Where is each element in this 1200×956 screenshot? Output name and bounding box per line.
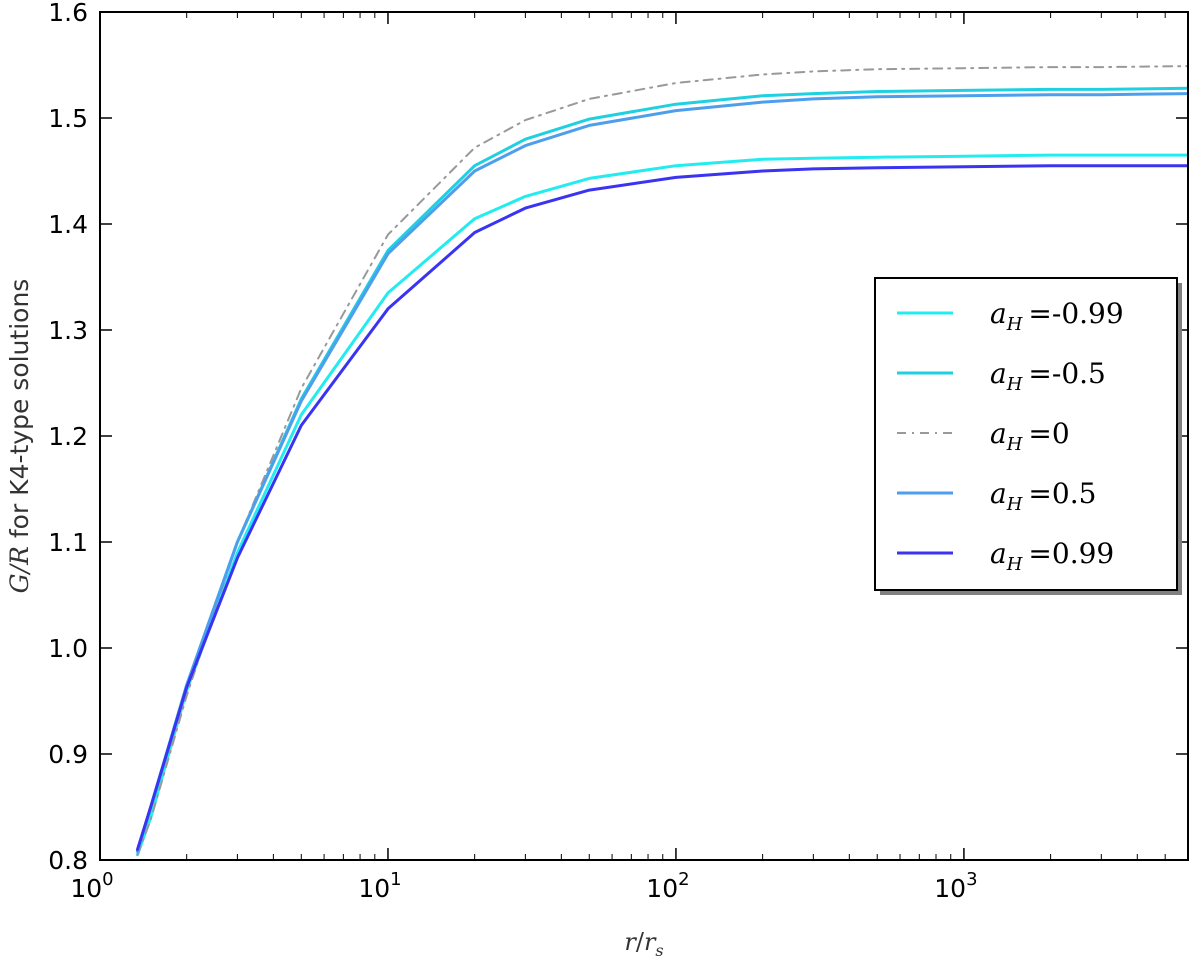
x-axis-label: r/rs [624, 928, 663, 956]
series-line-4 [136, 164, 1188, 851]
x-tick-label: 103 [934, 869, 977, 903]
y-tick-label: 1.1 [48, 528, 88, 557]
y-tick-label: 1.2 [48, 422, 88, 451]
y-tick-label: 0.8 [48, 846, 88, 875]
x-tick-label: 100 [70, 869, 113, 903]
y-tick-label: 1.0 [48, 634, 88, 663]
x-tick-label: 101 [358, 869, 401, 903]
series-line-3 [136, 92, 1188, 853]
series-layer [136, 65, 1188, 857]
legend-label-0: aH =-0.99 [990, 297, 1124, 335]
series-line-2 [136, 65, 1188, 856]
legend: aH =-0.99 aH =-0.5 aH =0 aH =0.5 aH =0.99 [874, 277, 1182, 595]
legend-label-1: aH =-0.5 [990, 357, 1106, 395]
y-tick-label: 1.4 [48, 210, 88, 239]
y-axis-label: G/R for K4-type solutions [5, 279, 34, 594]
y-tick-label: 1.3 [48, 316, 88, 345]
x-tick-label: 102 [646, 869, 689, 903]
legend-label-2: aH =0 [990, 417, 1070, 455]
labels-layer: 100 101 102 103 0.8 0.9 1.0 1.1 1.2 1.3 1.4 1.5 1.6 r… [5, 0, 978, 956]
y-tick-label: 0.9 [48, 740, 88, 769]
y-tick-label: 1.5 [48, 104, 88, 133]
ticks-layer [99, 11, 1189, 861]
legend-label-3: aH =0.5 [990, 477, 1096, 515]
legend-label-4: aH =0.99 [990, 537, 1114, 575]
y-tick-label: 1.6 [48, 0, 88, 27]
